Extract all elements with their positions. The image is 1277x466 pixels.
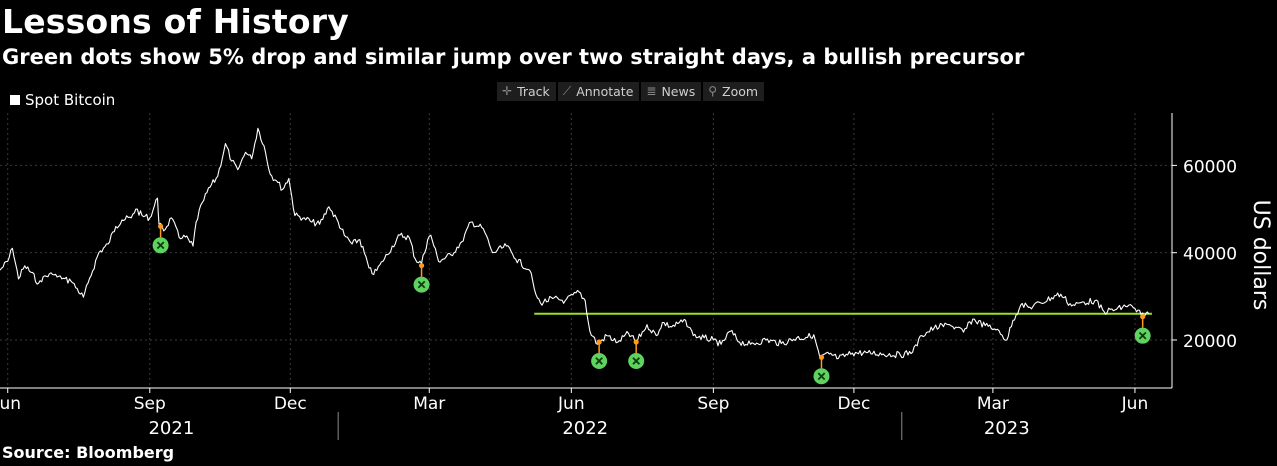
legend-swatch (10, 95, 20, 105)
marker-cross (156, 241, 165, 250)
annotate-button[interactable]: ⟋ Annotate (557, 82, 640, 101)
source-note: Source: Bloomberg (2, 443, 175, 462)
y-tick-label: 60000 (1183, 157, 1237, 177)
x-tick-label: Jun (557, 394, 585, 414)
chart-title: Lessons of History (2, 2, 349, 41)
series-line (0, 127, 1150, 360)
marker-pin (1140, 314, 1146, 320)
x-year-label: 2023 (984, 418, 1030, 439)
crosshair-icon: ✛ (502, 84, 513, 98)
marker-pin (818, 354, 825, 360)
legend-label: Spot Bitcoin (25, 91, 116, 109)
x-tick-label: Sep (134, 394, 166, 414)
marker-pin (157, 223, 164, 229)
y-axis-title: US dollars (1248, 200, 1273, 311)
y-tick-label: 40000 (1183, 245, 1237, 265)
x-tick-label: Dec (837, 394, 870, 414)
x-tick-label: Mar (413, 394, 445, 414)
marker-cross (595, 357, 603, 365)
track-label: Track (517, 84, 550, 99)
pencil-icon: ⟋ (562, 84, 572, 98)
y-tick-label: 20000 (1183, 332, 1237, 352)
x-tick-label: Dec (274, 394, 307, 414)
track-button[interactable]: ✛ Track (497, 82, 556, 101)
magnifier-icon: ⚲ (708, 84, 718, 98)
marker-pin (596, 339, 602, 345)
chart-subtitle: Green dots show 5% drop and similar jump… (2, 45, 1025, 69)
zoom-button[interactable]: ⚲ Zoom (703, 82, 765, 101)
news-label: News (661, 84, 696, 99)
x-tick-label: Sep (697, 394, 729, 414)
legend[interactable]: Spot Bitcoin (10, 91, 115, 109)
x-year-label: 2022 (562, 418, 608, 439)
x-tick-label: Jun (0, 394, 21, 414)
marker-cross (417, 280, 426, 289)
x-year-label: 2021 (148, 418, 194, 439)
marker-cross (817, 372, 826, 381)
marker-cross (1138, 331, 1147, 340)
x-tick-label: Jun (1121, 394, 1149, 414)
marker-pin (633, 339, 639, 345)
x-tick-label: Mar (977, 394, 1009, 414)
news-button[interactable]: ≣ News (641, 82, 702, 101)
zoom-label: Zoom (722, 84, 759, 99)
chart-toolbar: ✛ Track ⟋ Annotate ≣ News ⚲ Zoom (497, 82, 765, 101)
annotate-label: Annotate (576, 84, 634, 99)
news-icon: ≣ (646, 84, 657, 98)
marker-cross (632, 357, 641, 365)
marker-pin (418, 262, 425, 269)
